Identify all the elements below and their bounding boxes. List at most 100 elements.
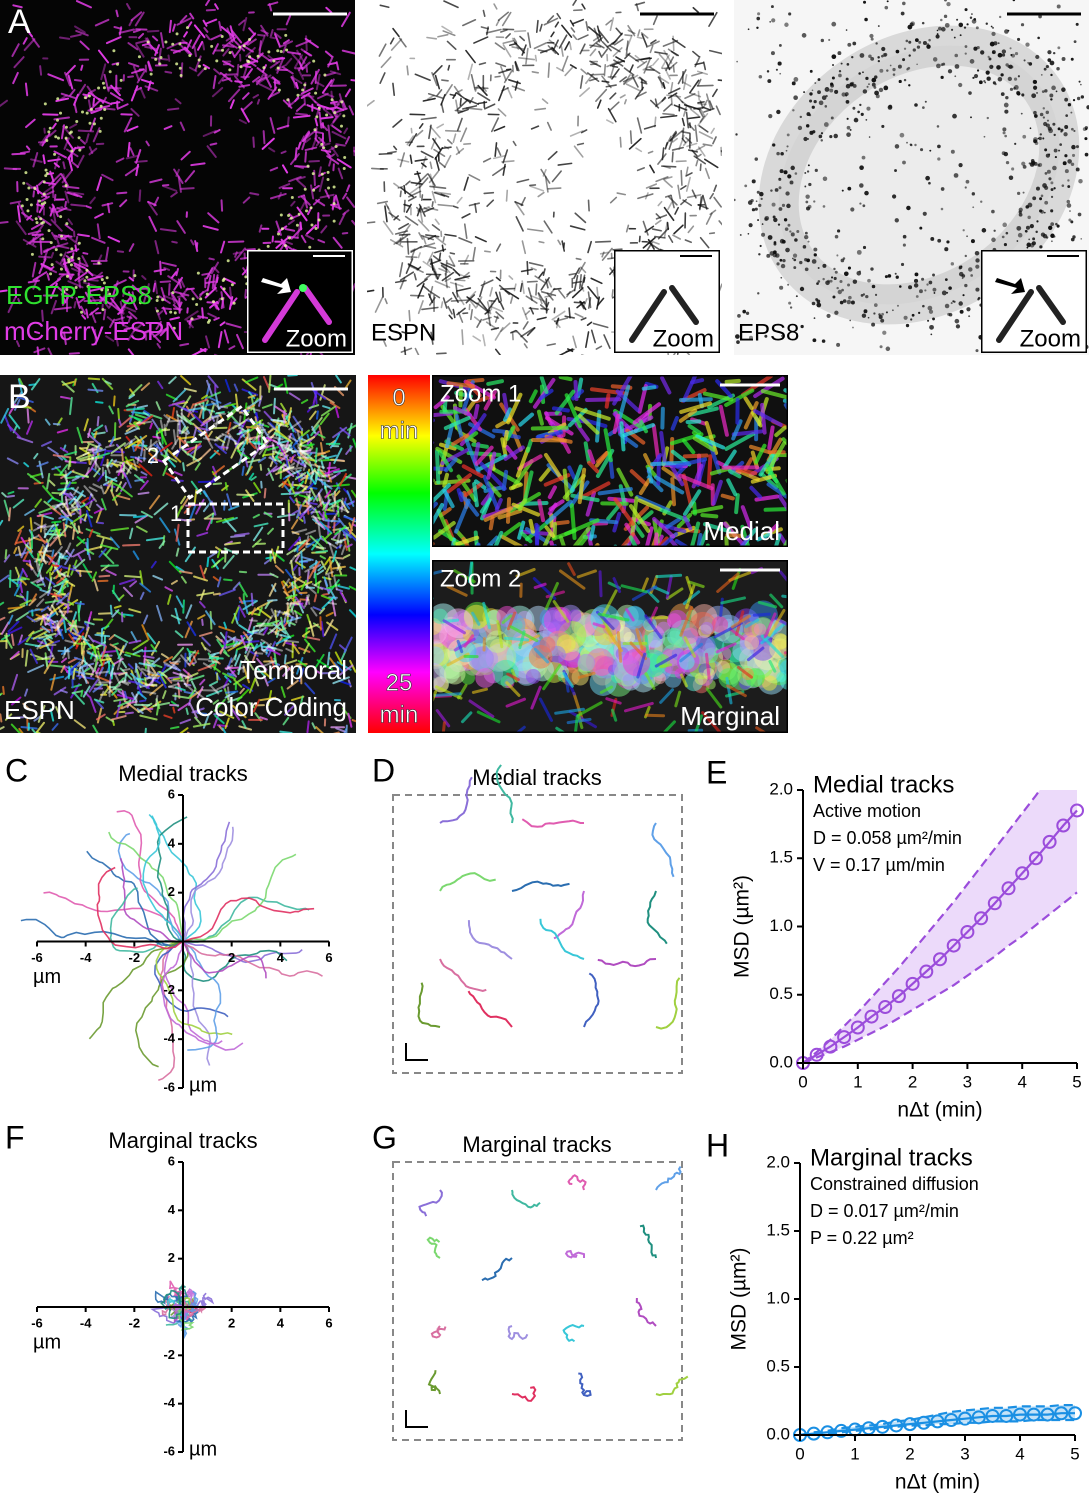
filament — [88, 486, 98, 493]
puncta — [70, 149, 74, 153]
puncta — [894, 144, 900, 149]
puncta — [1044, 172, 1048, 175]
filament — [244, 640, 260, 644]
filament — [82, 448, 98, 457]
filament — [80, 64, 84, 71]
filament — [573, 145, 584, 158]
puncta — [101, 308, 105, 312]
filament — [140, 382, 151, 391]
puncta — [70, 247, 74, 251]
filament — [111, 462, 119, 468]
filament — [186, 457, 202, 467]
puncta — [133, 274, 137, 278]
puncta — [221, 48, 225, 52]
filament — [148, 672, 159, 686]
filament — [291, 643, 300, 655]
filament — [495, 19, 500, 27]
filament — [456, 196, 463, 204]
filament — [173, 471, 183, 477]
filament — [25, 634, 33, 643]
puncta — [67, 260, 71, 264]
filament — [123, 437, 136, 447]
filament — [60, 577, 76, 587]
filament — [350, 489, 356, 499]
filament — [605, 19, 613, 26]
filament — [639, 76, 647, 84]
puncta — [882, 330, 887, 335]
filament — [218, 625, 236, 633]
filament — [320, 594, 333, 601]
filament — [122, 668, 131, 672]
filament — [180, 654, 191, 667]
filament — [94, 670, 102, 685]
filament — [158, 295, 171, 305]
filament — [587, 72, 600, 83]
filament — [601, 48, 609, 57]
filament — [59, 251, 67, 265]
filament — [673, 104, 688, 111]
filament — [15, 611, 29, 622]
puncta — [1029, 162, 1035, 167]
puncta — [874, 90, 879, 96]
filament — [643, 57, 652, 74]
puncta — [919, 226, 923, 230]
puncta — [755, 200, 758, 203]
puncta — [837, 51, 842, 56]
filament — [459, 127, 468, 143]
filament — [131, 291, 136, 302]
filament — [78, 668, 86, 679]
puncta — [964, 45, 968, 48]
filament — [276, 423, 287, 428]
puncta — [813, 247, 818, 252]
puncta — [1043, 211, 1046, 214]
filament — [175, 267, 179, 277]
filament — [27, 279, 40, 284]
puncta — [897, 64, 902, 69]
channel-label: mCherry-ESPN — [4, 316, 183, 346]
filament — [472, 246, 476, 261]
filament — [199, 348, 207, 353]
filament — [519, 282, 523, 293]
filament — [134, 435, 148, 450]
filament — [336, 158, 352, 169]
filament — [190, 162, 206, 167]
filament — [88, 664, 95, 673]
puncta — [919, 289, 923, 294]
filament — [698, 131, 714, 140]
filament — [236, 63, 240, 77]
filament — [336, 503, 340, 518]
filament — [79, 662, 95, 669]
filament — [294, 548, 306, 558]
puncta — [49, 241, 53, 245]
filament — [17, 569, 24, 585]
filament — [95, 667, 100, 675]
filament — [498, 68, 512, 74]
puncta — [30, 252, 34, 256]
filament — [101, 377, 114, 390]
filament — [65, 255, 74, 262]
filament — [593, 27, 601, 43]
puncta — [906, 205, 911, 211]
filament — [259, 641, 264, 652]
filament — [219, 240, 226, 254]
filament — [65, 470, 73, 478]
filament — [537, 292, 543, 305]
filament — [59, 464, 69, 476]
puncta — [786, 203, 791, 209]
filament — [76, 659, 85, 667]
filament — [142, 614, 149, 625]
filament — [561, 24, 573, 38]
filament — [167, 54, 171, 62]
puncta — [895, 49, 900, 54]
filament — [349, 566, 356, 571]
filament — [126, 460, 133, 470]
puncta — [272, 59, 276, 63]
filament — [258, 224, 263, 233]
filament — [496, 147, 502, 156]
puncta — [859, 202, 862, 205]
puncta — [915, 295, 919, 298]
filament — [213, 274, 219, 289]
filament — [157, 47, 162, 65]
filament — [223, 687, 230, 701]
puncta — [781, 239, 786, 244]
